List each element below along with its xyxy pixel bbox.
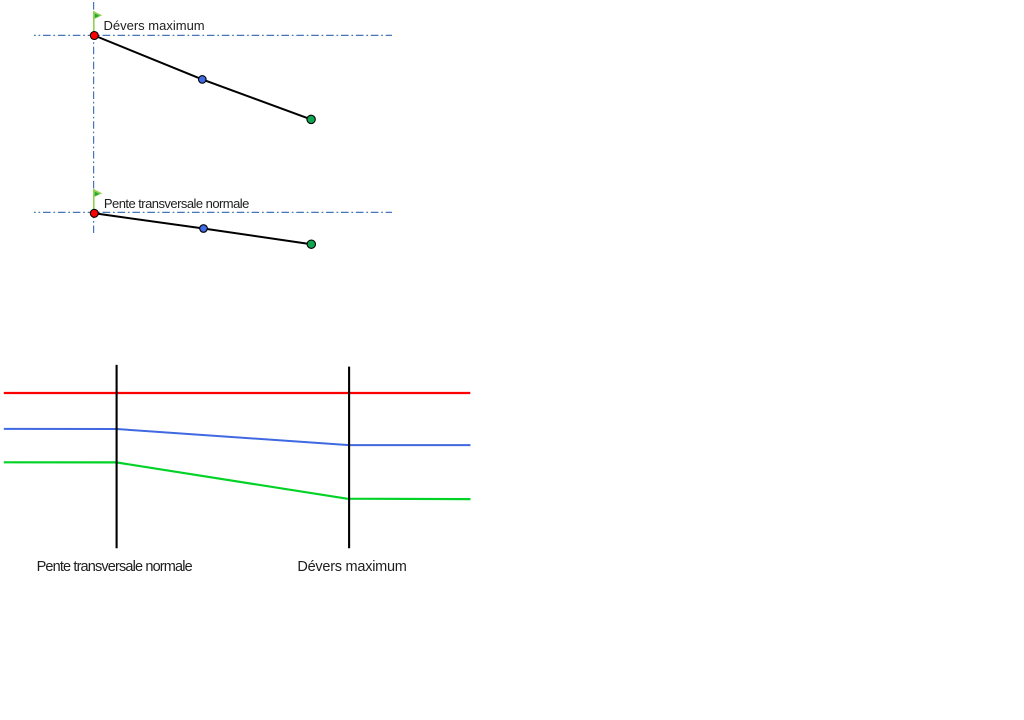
svg-text:Dévers maximum: Dévers maximum <box>104 18 205 33</box>
svg-text:Pente transversale normale: Pente transversale normale <box>104 196 249 211</box>
svg-text:Dévers maximum: Dévers maximum <box>297 559 406 575</box>
svg-text:Pente transversale normale: Pente transversale normale <box>37 559 193 575</box>
